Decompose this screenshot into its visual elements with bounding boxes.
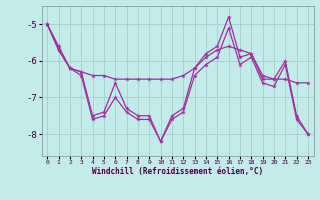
X-axis label: Windchill (Refroidissement éolien,°C): Windchill (Refroidissement éolien,°C)	[92, 167, 263, 176]
